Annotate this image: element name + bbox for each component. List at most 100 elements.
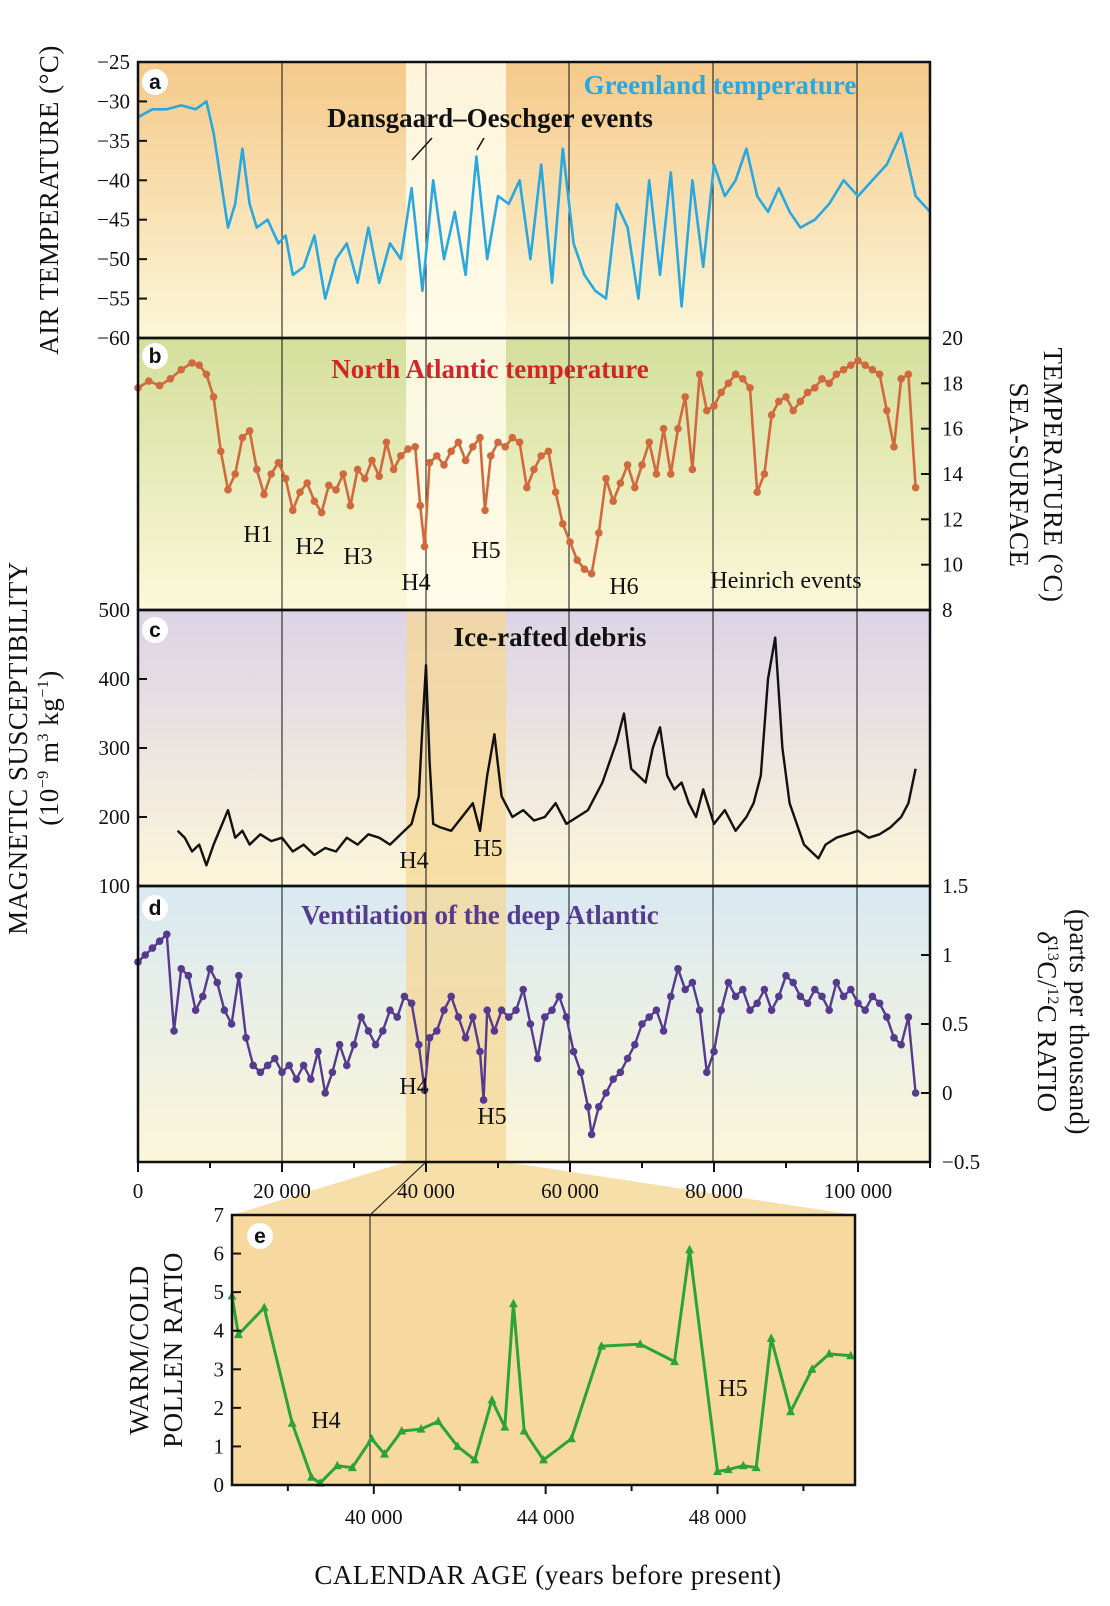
data-point-b-49	[494, 438, 502, 447]
data-point-e-18	[519, 1426, 529, 1435]
ylabel-sea-surface-temperature-1: SEA-SURFACE	[1004, 382, 1034, 567]
xtick-label-main-2: 40 000	[397, 1179, 455, 1203]
data-point-d-108	[897, 1040, 905, 1049]
data-point-d-67	[602, 1089, 610, 1097]
data-point-d-29	[343, 1061, 351, 1070]
data-point-b-90	[789, 406, 797, 415]
data-point-e-31	[807, 1364, 817, 1373]
data-point-b-89	[782, 393, 790, 401]
panel-e-background	[232, 1215, 855, 1485]
data-point-b-31	[375, 472, 384, 481]
data-point-d-36	[393, 1013, 402, 1021]
data-point-b-84	[746, 384, 754, 392]
data-point-b-98	[847, 361, 855, 370]
data-point-b-10	[224, 486, 232, 494]
data-point-e-25	[713, 1466, 723, 1475]
annotation-heinrich-events: Heinrich events	[710, 568, 861, 594]
data-point-e-30	[786, 1406, 796, 1416]
data-point-e-4	[306, 1472, 316, 1481]
series-line-ice-rafted-debris	[176, 636, 917, 867]
data-point-d-100	[839, 992, 848, 1001]
data-point-d-98	[825, 1006, 833, 1014]
ytick-label-b-2: 12	[942, 507, 963, 531]
ytick-label-c-3: 400	[99, 667, 131, 691]
data-point-d-38	[407, 999, 416, 1008]
ytick-label-b-6: 20	[942, 326, 963, 350]
data-point-b-21	[303, 479, 312, 487]
data-point-b-100	[861, 361, 869, 370]
data-point-d-35	[386, 1006, 394, 1014]
data-point-b-70	[645, 438, 653, 447]
data-point-e-20	[566, 1433, 576, 1443]
data-point-d-45	[454, 1013, 463, 1021]
data-point-b-24	[325, 481, 333, 490]
data-point-d-74	[652, 1006, 661, 1014]
data-point-d-110	[911, 1089, 920, 1097]
data-point-d-76	[667, 992, 675, 1001]
data-point-b-101	[868, 365, 877, 374]
data-point-e-23	[670, 1356, 680, 1366]
data-point-b-65	[609, 497, 617, 506]
data-point-d-60	[555, 992, 563, 1001]
data-point-b-106	[904, 370, 913, 379]
event-label-h5: H5	[471, 538, 500, 564]
data-point-b-17	[274, 458, 283, 467]
data-point-d-43	[440, 1006, 448, 1014]
data-point-d-50	[483, 1006, 492, 1014]
ytick-label-d-1: 1	[942, 943, 953, 967]
data-point-d-2	[148, 944, 157, 952]
data-point-b-85	[753, 488, 761, 496]
data-point-b-12	[238, 433, 247, 442]
xtick-label-e-2: 48 000	[689, 1505, 747, 1529]
data-point-b-33	[389, 465, 398, 474]
xtick-label-main-3: 60 000	[541, 1179, 599, 1203]
data-point-b-104	[890, 443, 898, 451]
data-point-d-47	[469, 1013, 477, 1021]
data-point-b-50	[501, 443, 510, 451]
data-point-d-94	[796, 992, 805, 1001]
data-point-d-40	[420, 1086, 429, 1095]
data-point-d-33	[371, 1040, 380, 1049]
panel-letter-c: c	[142, 617, 168, 643]
data-point-e-27	[738, 1460, 748, 1470]
data-point-b-69	[638, 461, 646, 469]
ytick-label-e-2: 2	[214, 1396, 225, 1420]
data-point-b-44	[461, 456, 470, 465]
data-point-d-31	[357, 1013, 366, 1021]
data-point-b-15	[260, 490, 268, 499]
data-point-d-77	[674, 965, 682, 973]
title-ice-rafted-debris: Ice-rafted debris	[454, 622, 647, 652]
title-ventilation: Ventilation of the deep Atlantic	[301, 900, 659, 930]
event-label-h4: H4	[401, 570, 430, 596]
data-point-b-61	[580, 565, 589, 573]
data-point-d-42	[433, 1027, 441, 1035]
ytick-label-e-0: 0	[214, 1473, 225, 1497]
data-point-d-99	[832, 978, 841, 987]
data-point-b-38	[420, 542, 429, 551]
data-point-b-58	[559, 520, 567, 528]
ytick-label-d-3: 0	[942, 1081, 953, 1105]
data-point-b-83	[739, 375, 747, 383]
data-point-b-59	[566, 538, 574, 546]
data-point-b-37	[416, 501, 425, 510]
data-point-e-10	[397, 1426, 407, 1435]
data-point-d-44	[447, 992, 456, 1001]
ylabel-pollen-ratio-2: POLLEN RATIO	[158, 1252, 188, 1448]
data-point-b-7	[202, 370, 211, 379]
data-point-e-15	[487, 1395, 497, 1404]
data-point-b-54	[530, 465, 538, 474]
data-point-b-60	[573, 556, 581, 564]
data-point-d-5	[170, 1027, 178, 1035]
data-point-d-86	[739, 985, 747, 994]
data-point-d-69	[616, 1068, 625, 1077]
data-point-b-68	[631, 483, 639, 492]
ylabel-air-temperature: AIR TEMPERATURE (°C)	[34, 45, 64, 355]
ytick-label-e-7: 7	[214, 1203, 225, 1227]
data-point-b-18	[281, 474, 290, 483]
data-point-d-55	[519, 985, 527, 994]
data-point-d-75	[659, 1027, 668, 1035]
pointer-do-event-2	[476, 137, 485, 151]
data-point-d-32	[364, 1027, 373, 1035]
data-point-d-93	[789, 978, 797, 987]
data-point-b-81	[724, 379, 733, 388]
